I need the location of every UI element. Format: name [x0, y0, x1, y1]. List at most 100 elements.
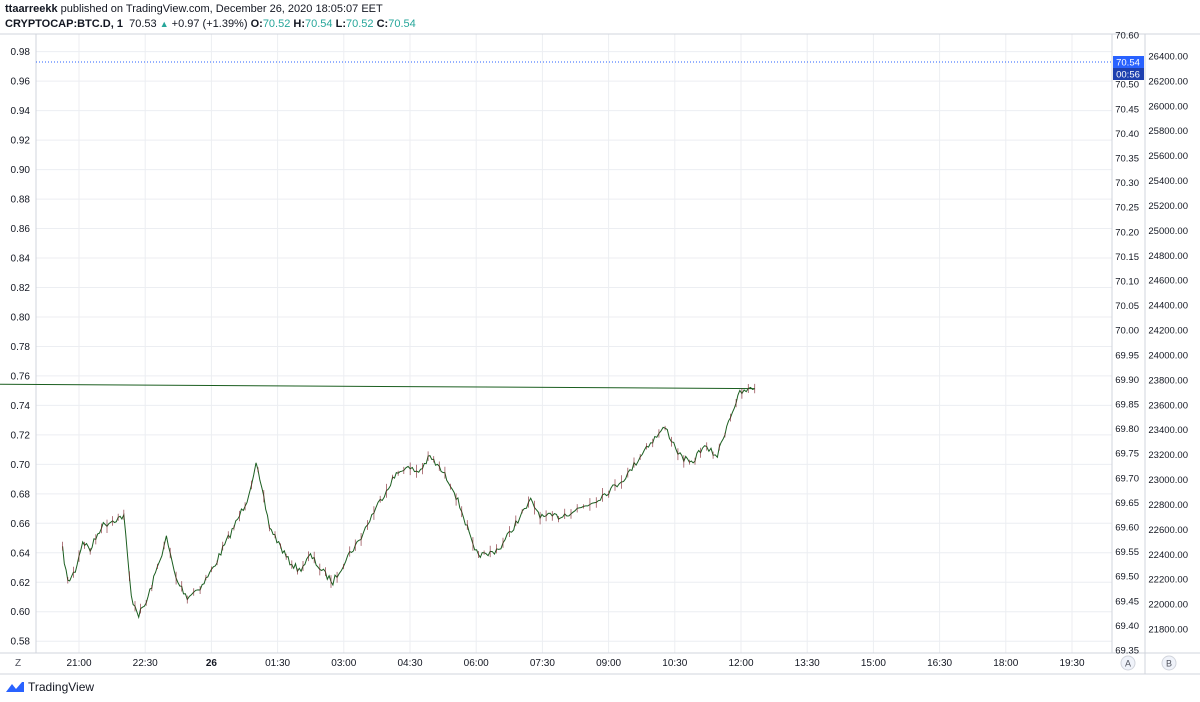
time-tick-label: 04:30 [397, 658, 422, 669]
countdown-text: 00:56 [1116, 70, 1140, 81]
right1-tick-label: 69.60 [1115, 523, 1139, 534]
tradingview-brand: TradingView [28, 680, 95, 694]
chart-header-ohlc: CRYPTOCAP:BTC.D, 1 70.53 ▲ +0.97 (+1.39%… [5, 18, 416, 30]
right2-tick-label: 25200.00 [1148, 201, 1188, 212]
time-axis[interactable]: 21:00 22:30 26 01:30 03:00 04:30 06:00 07:30 09:… [66, 658, 1084, 669]
price-change: +0.97 (+1.39%) [171, 18, 248, 30]
right1-tick-label: 70.15 [1115, 252, 1139, 263]
right1-tick-label: 69.90 [1115, 375, 1139, 386]
right2-tick-label: 22000.00 [1148, 600, 1188, 611]
low-value: 70.52 [346, 18, 374, 30]
right2-tick-label: 22200.00 [1148, 575, 1188, 586]
right2-tick-label: 25800.00 [1148, 126, 1188, 137]
second-scale-label[interactable]: B [1166, 659, 1172, 669]
symbol-label[interactable]: CRYPTOCAP:BTC.D, 1 [5, 18, 123, 30]
right1-tick-label: 69.65 [1115, 498, 1139, 509]
tradingview-logo-icon [6, 682, 24, 692]
right1-tick-label: 70.05 [1115, 301, 1139, 312]
left-tick-label: 0.98 [11, 47, 31, 58]
right1-tick-label: 70.60 [1115, 31, 1139, 42]
right1-tick-label: 69.95 [1115, 350, 1139, 361]
countdown-tag [1113, 68, 1144, 81]
close-label: C: [376, 18, 389, 30]
right2-tick-label: 23200.00 [1148, 450, 1188, 461]
right1-tick-label: 69.40 [1115, 621, 1139, 632]
left-tick-label: 0.88 [11, 195, 31, 206]
right2-tick-label: 24000.00 [1148, 350, 1188, 361]
right2-tick-label: 26000.00 [1148, 101, 1188, 112]
right1-tick-label: 69.85 [1115, 400, 1139, 411]
left-tick-label: 0.84 [11, 254, 31, 265]
right2-tick-label: 23000.00 [1148, 475, 1188, 486]
time-tick-label: 09:00 [596, 658, 621, 669]
second-scale-button[interactable] [1161, 655, 1177, 671]
current-price-tag [1113, 56, 1144, 69]
right2-tick-label: 25000.00 [1148, 226, 1188, 237]
right2-tick-label: 23800.00 [1148, 375, 1188, 386]
left-tick-label: 0.60 [11, 607, 31, 618]
time-tick-label: 10:30 [662, 658, 687, 669]
price-tags: 70.5400:56 [36, 56, 1144, 81]
high-value: 70.54 [305, 18, 333, 30]
right-price-axis-usd[interactable]: 26400.00 26200.00 26000.00 25800.00 25600.00… [1148, 52, 1188, 636]
time-tick-label: 18:00 [993, 658, 1018, 669]
price-wicks [62, 383, 756, 614]
time-tick-label: 07:30 [530, 658, 555, 669]
low-label: L: [335, 18, 346, 30]
time-tick-label: 13:30 [795, 658, 820, 669]
left-tick-label: 0.80 [11, 312, 31, 323]
right1-tick-label: 69.70 [1115, 473, 1139, 484]
left-tick-label: 0.70 [11, 460, 31, 471]
right1-tick-label: 70.20 [1115, 227, 1139, 238]
right2-tick-label: 25600.00 [1148, 151, 1188, 162]
price-line [0, 383, 755, 620]
right1-tick-label: 69.45 [1115, 596, 1139, 607]
chart-borders [0, 33, 1200, 675]
tradingview-logo[interactable]: TradingView [5, 680, 94, 694]
chart-grid [36, 34, 1112, 653]
up-arrow-icon: ▲ [159, 19, 169, 29]
right1-tick-label: 69.80 [1115, 424, 1139, 435]
right1-tick-label: 69.50 [1115, 572, 1139, 583]
right1-tick-label: 69.75 [1115, 449, 1139, 460]
right2-tick-label: 24200.00 [1148, 326, 1188, 337]
left-tick-label: 0.96 [11, 77, 31, 88]
right1-tick-label: 70.35 [1115, 154, 1139, 165]
plot-frame [35, 33, 1113, 654]
left-tick-label: 0.66 [11, 519, 31, 530]
left-tick-label: 0.58 [11, 637, 31, 648]
left-tick-label: 0.74 [11, 401, 31, 412]
right2-tick-label: 23600.00 [1148, 400, 1188, 411]
left-tick-label: 0.76 [11, 371, 31, 382]
timezone-button[interactable]: Z [15, 658, 21, 669]
close-value: 70.54 [388, 18, 416, 30]
time-tick-label: 26 [206, 658, 218, 669]
time-tick-label: 19:30 [1059, 658, 1084, 669]
auto-scale-label[interactable]: A [1125, 659, 1131, 669]
auto-scale-button[interactable] [1120, 655, 1136, 671]
time-tick-label: 01:30 [265, 658, 290, 669]
right-price-axis-dominance[interactable]: 70.6070.5570.5070.4570.4070.3570.3070.25… [1115, 31, 1139, 657]
right1-tick-label: 69.35 [1115, 646, 1139, 657]
time-tick-label: 22:30 [133, 658, 158, 669]
right2-tick-label: 23400.00 [1148, 425, 1188, 436]
time-tick-label: 21:00 [66, 658, 91, 669]
right1-tick-label: 70.45 [1115, 104, 1139, 115]
left-tick-label: 0.94 [11, 106, 31, 117]
left-price-axis[interactable]: 0.98 0.96 0.94 0.92 0.90 0.88 0.86 0.84 0.82 0.80… [11, 47, 31, 648]
right1-tick-label: 70.50 [1115, 80, 1139, 91]
time-tick-label: 06:00 [464, 658, 489, 669]
left-tick-label: 0.92 [11, 136, 31, 147]
author-name[interactable]: ttaarreekk [5, 3, 58, 15]
published-text: published on TradingView.com, December 2… [60, 3, 383, 15]
chart-header-publisher: ttaarreekk published on TradingView.com,… [5, 3, 383, 15]
right2-tick-label: 24400.00 [1148, 301, 1188, 312]
left-tick-label: 0.64 [11, 548, 31, 559]
right2-tick-label: 21800.00 [1148, 625, 1188, 636]
left-tick-label: 0.72 [11, 430, 31, 441]
left-tick-label: 0.90 [11, 165, 31, 176]
right2-tick-label: 22600.00 [1148, 525, 1188, 536]
open-value: 70.52 [262, 18, 291, 30]
